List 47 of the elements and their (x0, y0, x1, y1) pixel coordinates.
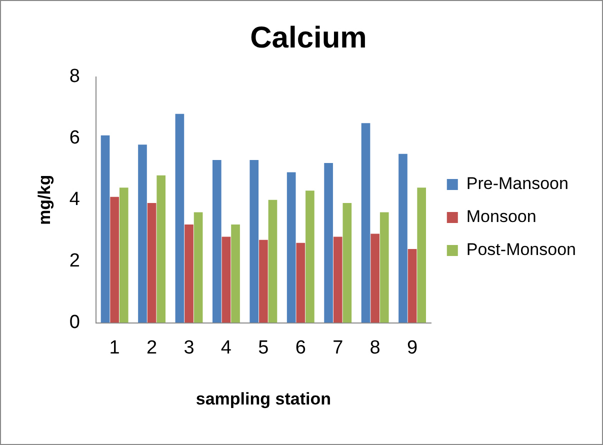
x-tick-label: 4 (220, 337, 232, 358)
bar (212, 160, 222, 323)
bar (380, 212, 389, 323)
x-axis-title: sampling station (196, 389, 331, 408)
legend-label: Pre-Mansoon (466, 174, 568, 194)
x-tick-label: 9 (406, 337, 418, 358)
bar (222, 236, 231, 323)
y-tick-label: 2 (69, 250, 80, 272)
bar (306, 190, 314, 323)
bar (194, 212, 203, 323)
y-tick-label: 8 (69, 66, 80, 88)
bar (342, 202, 352, 323)
bar (361, 123, 370, 323)
x-tick-label: 6 (295, 337, 306, 358)
bar (408, 249, 417, 323)
bar (119, 188, 128, 323)
bar (184, 224, 194, 323)
bar (156, 175, 166, 323)
bar (286, 172, 296, 323)
legend-label: Post-Monsoon (466, 240, 576, 260)
y-tick-label: 0 (69, 312, 80, 334)
bar (333, 236, 342, 323)
bar (138, 144, 147, 323)
y-tick-label: 4 (69, 189, 80, 210)
bar (231, 224, 240, 323)
x-tick-label: 1 (109, 337, 120, 358)
y-tick-label: 6 (69, 128, 80, 149)
bar (175, 114, 184, 323)
x-tick-label: 5 (258, 337, 269, 358)
bar (417, 188, 426, 323)
bar (398, 154, 408, 323)
x-tick-label: 7 (332, 337, 344, 358)
y-axis-title: mg/kg (34, 174, 54, 225)
bar (147, 202, 156, 323)
x-tick-label: 2 (146, 337, 158, 358)
bar (324, 163, 333, 323)
bar (259, 240, 268, 323)
legend-label: Monsoon (466, 207, 536, 226)
bar (296, 242, 306, 323)
chart-title: Calcium (250, 21, 367, 54)
bar (100, 135, 110, 323)
x-tick-label: 8 (370, 337, 380, 358)
bar (370, 234, 380, 323)
bar (250, 160, 259, 323)
x-tick-label: 3 (184, 337, 194, 358)
bar (110, 196, 119, 323)
bar (268, 200, 278, 323)
